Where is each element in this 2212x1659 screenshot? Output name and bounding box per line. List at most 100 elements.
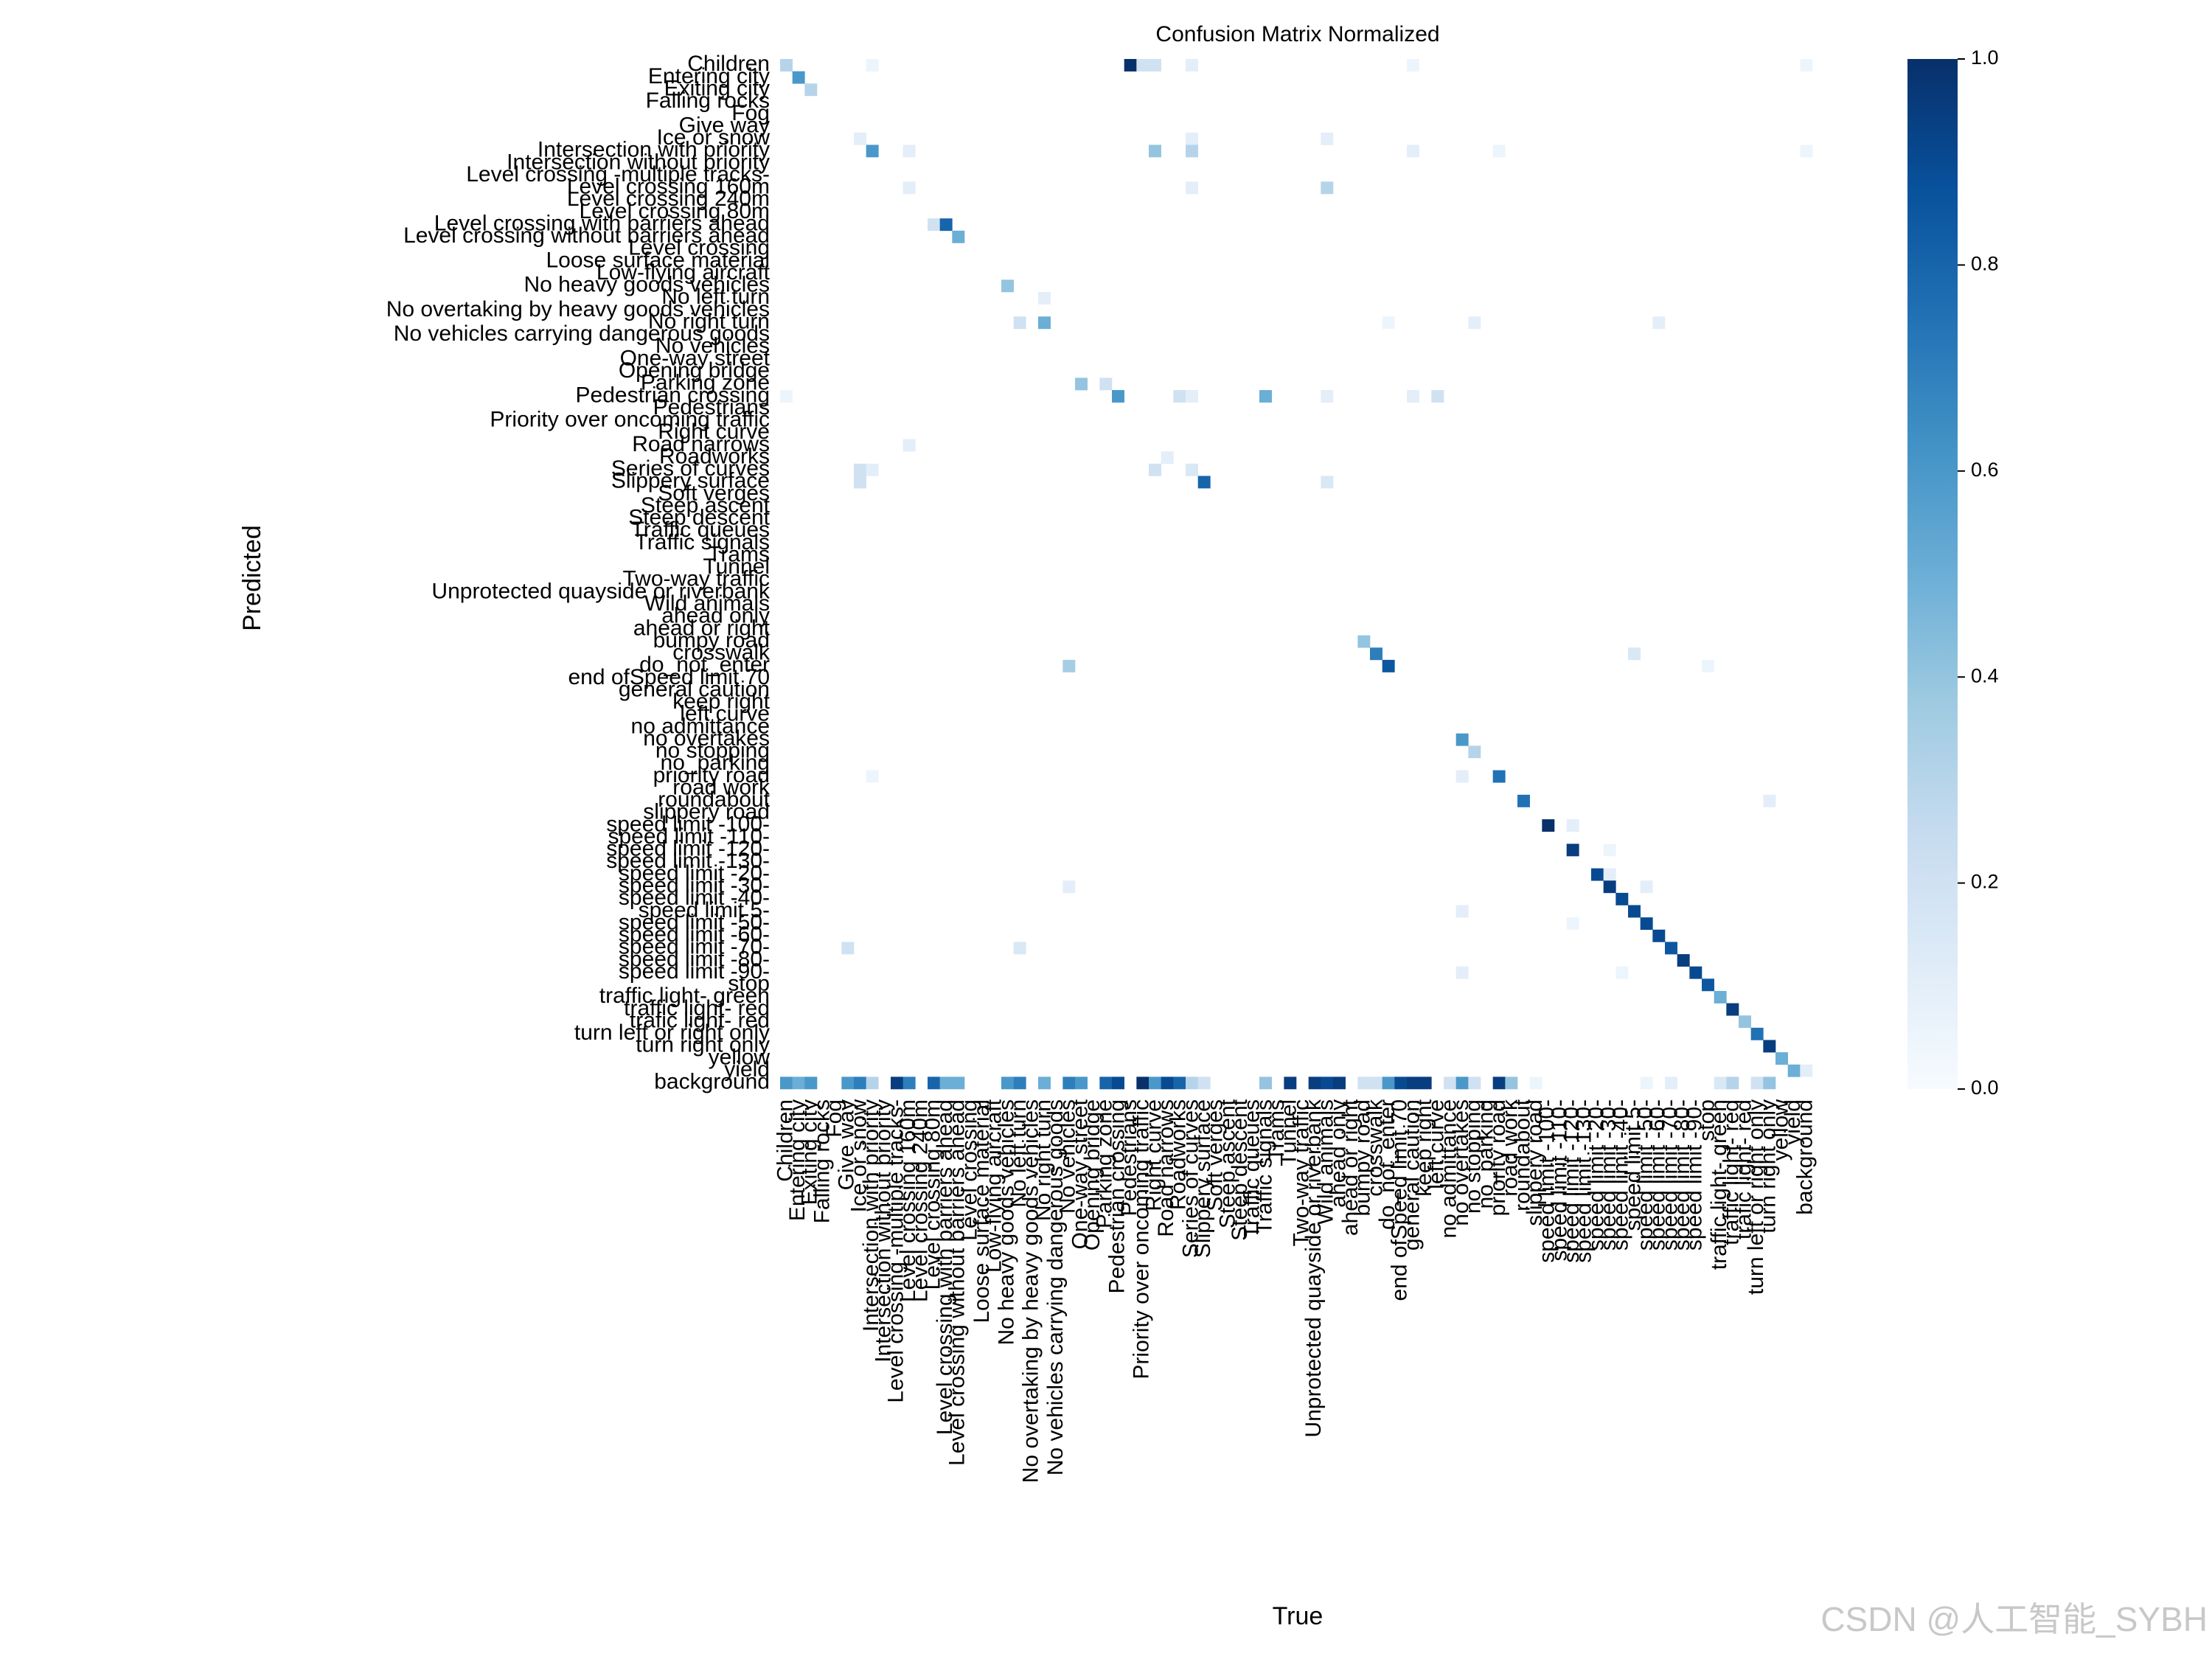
y-tick-label: Level crossing [628,236,770,260]
x-tick-label: Unprotected quayside or riverbank [1301,1099,1326,1438]
x-tick-label: do_not_enter [1375,1099,1399,1230]
x-tick-label: no admittance [1436,1099,1461,1238]
cell [1308,1077,1321,1090]
y-tick-label: speed limit -100- [606,812,770,836]
x-tick-label: Pedestrians [1117,1099,1141,1216]
y-tick-label: No right turn [648,309,770,333]
cell [1640,1077,1653,1090]
x-tick-label: priority road [1486,1099,1510,1216]
y-tick-label: Loose surface material [546,248,771,272]
x-tick-label: slippery road [1523,1099,1547,1226]
cell [1640,880,1653,894]
y-tick-label: Intersection with priority [538,138,770,162]
cell [1419,1077,1432,1090]
y-tick-label: No vehicles [655,334,770,358]
y-tick-label: Roadworks [659,444,770,468]
cell [1431,390,1444,403]
x-tick-label: road work [1498,1099,1523,1197]
y-tick-label: no admittance [631,714,770,738]
x-tick-label: speed limit -60- [1646,1099,1670,1251]
cell [1492,145,1506,158]
cell [1529,1077,1543,1090]
y-tick-label: stop [728,972,770,996]
x-tick-label: Ice or snow [846,1099,871,1213]
x-tick-label: Level crossing [957,1099,981,1241]
cell [1112,1077,1124,1090]
cell [1284,1077,1297,1090]
y-tick-label: no_parking [661,751,770,775]
colorbar [1907,59,1958,1089]
cell [1714,990,1727,1004]
cell [1357,1077,1371,1090]
cell [1455,905,1469,918]
y-tick-label: Tunnel [703,554,770,579]
x-tick-label: trafic light- red [1731,1099,1756,1239]
cell [1382,1077,1395,1090]
y-tick-label: speed limit -30- [619,874,770,898]
cell [1173,1077,1186,1090]
x-tick-label: speed limit -110- [1547,1099,1571,1262]
cell [1370,647,1382,661]
x-tick-label: No right turn [1031,1099,1055,1221]
cell [1750,1027,1764,1040]
colorbar-tick-label: 0.2 [1971,871,1999,893]
cell [1505,1077,1518,1090]
y-tick-label: bumpy road [653,628,770,653]
y-tick-label: Intersection without priority [507,150,770,174]
cell [841,942,855,955]
x-tick-label: speed limit -70- [1658,1099,1682,1251]
y-tick-label: do_not_enter [639,653,770,677]
cell [1800,145,1813,158]
cell [1517,794,1530,807]
cell [1013,1077,1026,1090]
y-tick-label: crosswalk [672,641,771,665]
cell [1013,316,1026,330]
cell [1321,132,1334,145]
cell [1702,659,1714,672]
cell [1321,181,1334,195]
y-tick-label: speed limit -110- [608,824,770,849]
cell [866,59,879,72]
y-tick-label: Unprotected quayside or riverbank [431,579,771,603]
x-tick-label: Roadworks [1166,1099,1191,1210]
x-tick-label: No vehicles carrying dangerous goods [1043,1099,1068,1475]
y-tick-label: Level crossing with barriers ahead [434,211,770,235]
x-tick-label: Wild animals [1314,1099,1338,1225]
colorbar-tick-label: 0.0 [1971,1077,1999,1099]
cell [1566,844,1579,857]
x-tick-label: speed limit -50- [1633,1099,1658,1251]
cell [854,463,866,476]
cell [1665,1077,1677,1090]
cell [1628,647,1641,661]
cell [1603,868,1616,881]
x-tick-label: yield [1781,1099,1805,1145]
x-tick-label: Traffic signals [1252,1099,1276,1234]
y-tick-label: left curve [680,702,770,726]
cell [1186,463,1198,476]
y-tick-label: ahead or right [633,616,771,640]
x-tick-label: Tunnel [1277,1099,1301,1166]
cell [1186,132,1198,145]
cell [952,230,965,243]
cell [1099,378,1113,391]
x-tick-label: Right curve [1141,1099,1166,1211]
y-tick-label: Traffic queues [631,518,770,542]
cell [1603,880,1616,894]
y-tick-label: speed limit -50- [619,910,770,934]
cell [804,1077,818,1090]
cell [792,1077,805,1090]
y-tick-label: No heavy goods vehicles [524,273,770,297]
y-tick-label: Children [687,52,770,76]
y-tick-label: Pedestrians [653,395,770,420]
cell [1763,1077,1776,1090]
cell [1357,635,1371,648]
cell [902,145,916,158]
x-tick-label: Level crossing 240m [908,1099,933,1302]
x-tick-label: Level crossing 160m [896,1099,920,1302]
x-tick-label: Slippery surface [1191,1099,1215,1258]
y-tick-label: No overtaking by heavy goods vehicles [386,297,770,321]
cell [1394,1077,1408,1090]
x-tick-label: Priority over oncoming traffic [1130,1099,1154,1380]
x-tick-label: Fog [822,1099,846,1138]
